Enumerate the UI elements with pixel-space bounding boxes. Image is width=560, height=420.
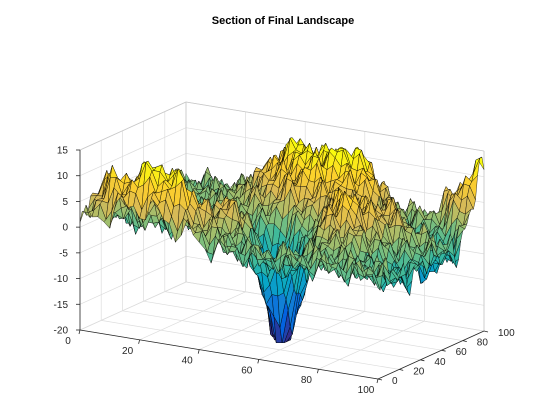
y-tick-mark [462, 340, 467, 342]
x-tick-mark [78, 329, 81, 335]
floor-grid-line [139, 291, 246, 341]
pane-edge [185, 101, 485, 152]
y-axis-line [377, 330, 485, 380]
z-tick-label: 15 [57, 146, 69, 157]
y-axis-ticks: 0 20 40 60 80 100 [377, 328, 515, 387]
x-tick-label: 40 [182, 356, 194, 367]
y-tick-mark [420, 359, 425, 362]
pane-edge [79, 101, 187, 151]
z-tick-label: 0 [62, 223, 68, 234]
floor-grid-line [101, 320, 400, 370]
y-tick-label: 0 [392, 376, 398, 387]
y-tick-label: 60 [456, 347, 468, 358]
surface-patch [109, 164, 119, 180]
y-tick-mark [483, 330, 489, 333]
y-tick-mark [441, 349, 446, 352]
back-wall-grid-line [185, 281, 485, 332]
back-wall-grid-line [185, 255, 485, 306]
z-tick-label: -5 [59, 248, 68, 259]
x-tick-mark [197, 349, 200, 354]
z-tick-label: -15 [54, 300, 69, 311]
left-wall-grid-line [79, 127, 187, 177]
y-tick-mark [377, 378, 383, 381]
y-tick-mark [399, 369, 404, 371]
z-axis-ticks: -20 -15 -10 -5 0 5 10 15 [54, 146, 80, 337]
z-tick-label: 10 [57, 171, 69, 182]
y-tick-label: 100 [498, 328, 515, 339]
floor-grid-line [318, 320, 425, 370]
surface-mesh [79, 137, 485, 344]
x-tick-label: 20 [122, 346, 134, 357]
surface-patch [371, 272, 381, 291]
x-tick-mark [317, 369, 319, 374]
x-tick-label: 80 [301, 375, 313, 386]
x-tick-label: 0 [65, 336, 71, 347]
axes-frame [79, 150, 485, 380]
z-tick-label: -20 [54, 326, 69, 337]
x-tick-mark [138, 339, 140, 344]
x-tick-label: 60 [241, 365, 253, 376]
x-tick-label: 100 [358, 385, 375, 396]
y-tick-label: 20 [413, 366, 425, 377]
y-tick-label: 40 [434, 357, 446, 368]
z-tick-label: 5 [62, 197, 68, 208]
x-axis-line [79, 329, 379, 380]
floor-grid-line [164, 291, 463, 341]
left-wall-grid-line [79, 153, 187, 202]
x-tick-mark [376, 378, 379, 384]
floor-grid-line [258, 311, 365, 360]
left-wall-grid-line [79, 230, 187, 279]
x-axis-ticks: 0 20 40 60 80 100 [65, 329, 379, 396]
left-wall-grid-line [79, 281, 187, 331]
x-tick-mark [257, 359, 260, 364]
y-tick-label: 80 [477, 338, 489, 349]
left-wall-grid-line [79, 255, 187, 305]
chart-title: Section of Final Landscape [212, 15, 354, 27]
z-tick-label: -10 [54, 274, 69, 285]
